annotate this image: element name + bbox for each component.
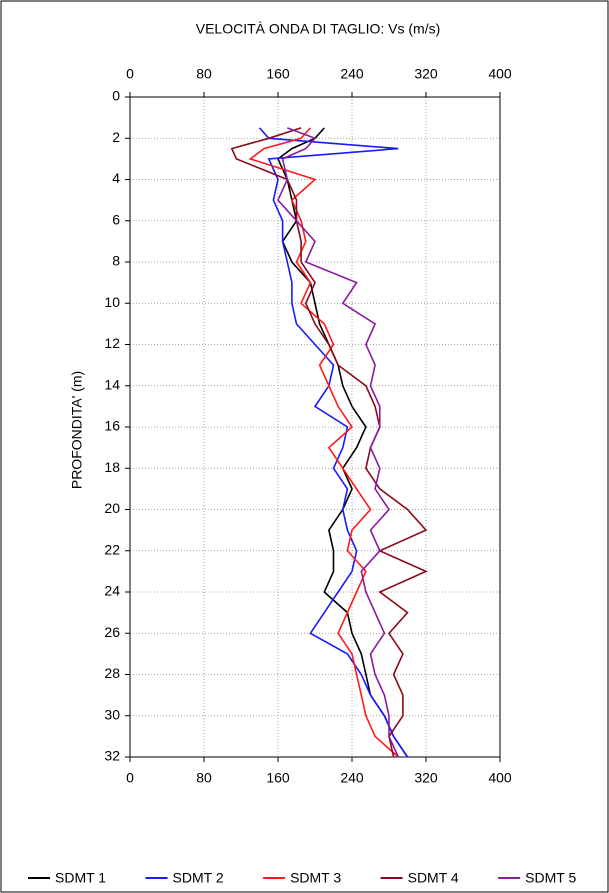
y-axis-label: PROFONDITA' (m) [69,371,85,489]
x-tick-label-top: 80 [196,66,212,82]
y-tick-label: 14 [104,376,120,392]
x-tick-label-top: 0 [126,66,134,82]
x-tick-label-bottom: 400 [488,770,512,786]
y-tick-label: 32 [104,748,120,764]
y-tick-label: 8 [112,253,120,269]
y-tick-label: 26 [104,624,120,640]
y-tick-label: 18 [104,459,120,475]
chart-title: VELOCITÀ ONDA DI TAGLIO: Vs (m/s) [196,21,441,37]
x-tick-label-bottom: 0 [126,770,134,786]
series-line [277,127,400,758]
x-tick-label-top: 400 [488,66,512,82]
y-tick-label: 30 [104,706,120,722]
series-line [277,127,409,758]
x-tick-label-bottom: 80 [196,770,212,786]
x-tick-label-bottom: 320 [414,770,438,786]
x-tick-label-top: 240 [340,66,364,82]
y-tick-label: 20 [104,500,120,516]
legend-label: SDMT 5 [525,870,576,886]
y-tick-label: 22 [104,541,120,557]
x-tick-label-bottom: 160 [266,770,290,786]
y-tick-label: 24 [104,583,120,599]
legend-label: SDMT 4 [408,870,459,886]
y-tick-label: 12 [104,335,120,351]
y-tick-label: 28 [104,665,120,681]
y-tick-label: 0 [112,88,120,104]
series-line [258,127,409,758]
x-tick-label-bottom: 240 [340,770,364,786]
legend-label: SDMT 1 [55,870,106,886]
legend-label: SDMT 3 [290,870,341,886]
y-tick-label: 2 [112,129,120,145]
x-tick-label-top: 160 [266,66,290,82]
plot-border [129,96,501,758]
y-tick-label: 6 [112,211,120,227]
legend-label: SDMT 2 [173,870,224,886]
series-line [248,127,399,758]
x-tick-label-top: 320 [414,66,438,82]
y-tick-label: 10 [104,294,120,310]
y-tick-label: 16 [104,418,120,434]
y-tick-label: 4 [112,170,120,186]
